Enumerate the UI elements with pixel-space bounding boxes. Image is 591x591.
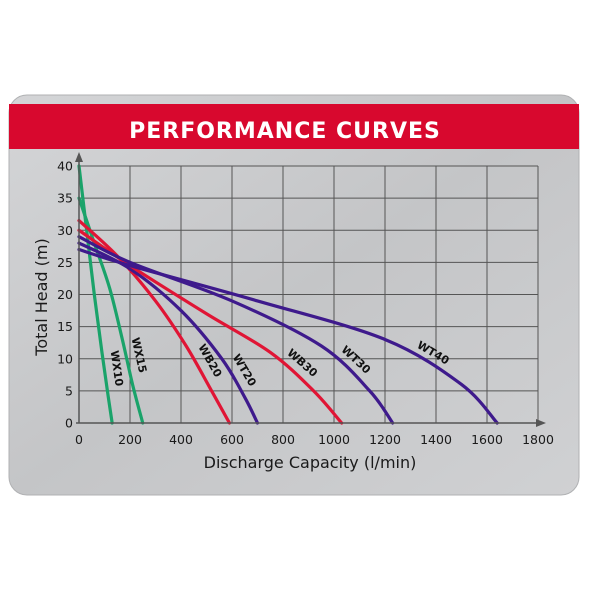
x-axis-ticks: 0 200 400 600 800 1000 1200 1400 1600 1800 <box>75 432 554 447</box>
curve-wt40 <box>77 247 499 425</box>
x-tick-label: 1600 <box>471 432 503 447</box>
y-tick-label: 20 <box>57 287 73 302</box>
curve-wt20 <box>77 241 260 425</box>
x-tick-label: 200 <box>118 432 142 447</box>
y-tick-label: 30 <box>57 223 73 238</box>
y-tick-label: 5 <box>65 383 73 398</box>
x-tick-label: 0 <box>75 432 83 447</box>
y-axis-label: Total Head (m) <box>32 238 51 356</box>
x-axis-arrow <box>536 419 546 427</box>
y-tick-label: 0 <box>65 416 73 431</box>
y-tick-label: 10 <box>57 351 73 366</box>
x-tick-label: 1800 <box>522 432 554 447</box>
x-tick-label: 400 <box>169 432 193 447</box>
x-tick-label: 600 <box>220 432 244 447</box>
curve-wt30 <box>77 235 395 425</box>
plot-grid <box>78 165 539 424</box>
x-tick-label: 1000 <box>318 432 350 447</box>
y-axis-ticks: 0 5 10 15 20 25 30 35 40 <box>57 159 73 431</box>
curve-wb20 <box>77 219 232 425</box>
y-tick-label: 15 <box>57 319 73 334</box>
x-axis-label: Discharge Capacity (l/min) <box>204 453 417 472</box>
x-tick-label: 1400 <box>420 432 452 447</box>
performance-curves <box>77 164 499 425</box>
y-axis-arrow <box>75 152 83 162</box>
y-tick-label: 25 <box>57 255 73 270</box>
x-tick-label: 800 <box>271 432 295 447</box>
curve-label-group: WX10 <box>108 350 126 388</box>
curve-label-wx10: WX10 <box>108 350 126 388</box>
x-tick-label: 1200 <box>369 432 401 447</box>
chart-title: PERFORMANCE CURVES <box>129 119 441 144</box>
title-banner <box>9 104 579 149</box>
y-tick-label: 40 <box>57 159 73 174</box>
y-tick-label: 35 <box>57 191 73 206</box>
